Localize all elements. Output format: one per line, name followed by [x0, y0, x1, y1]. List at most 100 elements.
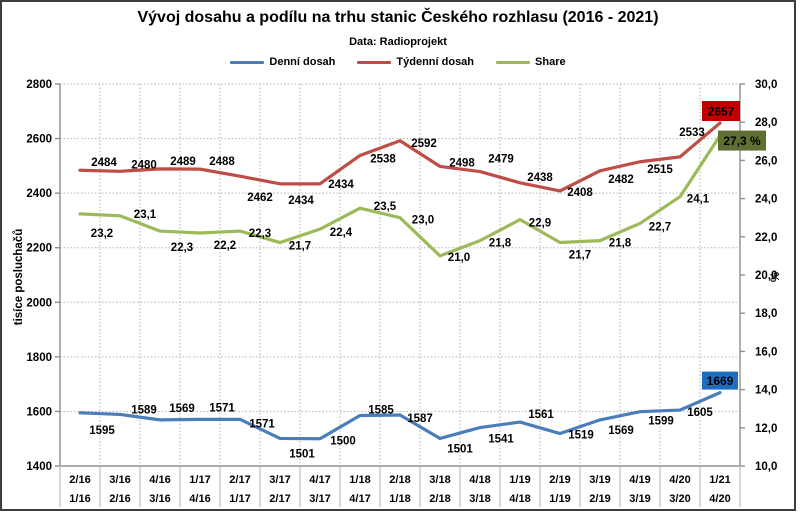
x-label-bottom: 3/17	[309, 493, 330, 505]
data-label-tydenni-dosah: 2592	[411, 138, 437, 150]
data-label-share: 21,7	[289, 241, 311, 253]
right-tick-label: 24,0	[755, 194, 777, 206]
x-label-bottom: 3/19	[629, 493, 650, 505]
data-label-denni-dosah: 1585	[368, 405, 394, 417]
data-label-tydenni-dosah: 2482	[608, 174, 634, 186]
data-label-denni-dosah: 1501	[447, 443, 473, 455]
right-tick-label: 22,0	[755, 232, 777, 244]
data-label-tydenni-dosah: 2479	[488, 154, 514, 166]
data-label-denni-dosah: 1569	[169, 403, 195, 415]
left-tick-label: 2600	[26, 134, 52, 146]
data-label-share: 22,3	[171, 242, 193, 254]
end-label-box-share	[718, 130, 766, 151]
right-axis-title: %	[770, 272, 782, 282]
data-label-tydenni-dosah: 2533	[679, 127, 705, 139]
x-label-top: 1/19	[509, 474, 530, 486]
data-label-denni-dosah: 1541	[488, 434, 514, 446]
data-label-share: 21,7	[569, 250, 591, 262]
data-label-denni-dosah: 1500	[330, 436, 356, 448]
data-label-tydenni-dosah: 2480	[131, 159, 157, 171]
data-label-tydenni-dosah: 2515	[647, 164, 673, 176]
x-label-top: 3/16	[109, 474, 130, 486]
right-tick-label: 12,0	[755, 423, 777, 435]
x-label-bottom: 1/17	[229, 493, 250, 505]
x-label-bottom: 4/16	[189, 493, 210, 505]
end-label-box-denni-dosah	[702, 371, 738, 390]
right-tick-label: 30,0	[755, 79, 777, 91]
data-label-denni-dosah: 1571	[209, 402, 235, 414]
data-label-denni-dosah: 1501	[289, 448, 315, 460]
data-label-share: 22,2	[214, 240, 236, 252]
data-label-tydenni-dosah: 2462	[247, 192, 273, 204]
left-tick-label: 2800	[26, 79, 52, 91]
data-label-share: 23,5	[374, 201, 397, 213]
right-tick-label: 28,0	[755, 117, 777, 129]
end-label-text-share: 27,3 %	[723, 134, 761, 148]
data-label-tydenni-dosah: 2408	[567, 187, 593, 199]
data-label-share: 21,8	[489, 238, 512, 250]
x-label-top: 4/20	[669, 474, 690, 486]
chart-title: Vývoj dosahu a podílu na trhu stanic Čes…	[137, 9, 659, 26]
x-label-top: 3/19	[589, 474, 610, 486]
legend-item-share: Share	[496, 56, 566, 68]
chart-subtitle: Data: Radioprojekt	[349, 36, 447, 48]
right-tick-label: 26,0	[755, 155, 777, 167]
data-label-tydenni-dosah: 2434	[328, 179, 354, 191]
x-label-bottom: 2/18	[429, 493, 450, 505]
x-label-top: 3/18	[429, 474, 450, 486]
x-label-top: 4/17	[309, 474, 330, 486]
data-label-share: 23,2	[91, 228, 113, 240]
legend-swatch-share	[496, 60, 531, 64]
x-label-bottom: 4/20	[709, 493, 730, 505]
data-label-tydenni-dosah: 2498	[449, 157, 475, 169]
legend-label-tydenni-dosah: Týdenní dosah	[396, 56, 475, 68]
legend-label-denni-dosah: Denní dosah	[269, 56, 336, 68]
series-line-denni-dosah	[78, 391, 722, 441]
series-line-tydenni-dosah	[78, 121, 722, 193]
left-tick-label: 1400	[26, 461, 52, 473]
data-label-share: 22,4	[330, 227, 353, 239]
end-label-box-tydenni-dosah	[702, 101, 740, 122]
x-label-top: 2/17	[229, 474, 250, 486]
data-label-denni-dosah: 1561	[528, 409, 554, 421]
data-label-share: 21,8	[609, 238, 632, 250]
data-label-share: 23,0	[412, 215, 434, 227]
data-label-tydenni-dosah: 2488	[209, 156, 235, 168]
x-label-bottom: 1/18	[389, 493, 410, 505]
data-label-tydenni-dosah: 2438	[527, 172, 553, 184]
x-label-bottom: 2/17	[269, 493, 290, 505]
x-label-top: 1/18	[349, 474, 370, 486]
data-label-denni-dosah: 1571	[249, 418, 275, 430]
end-label-text-tydenni-dosah: 2657	[708, 105, 735, 119]
left-tick-label: 2200	[26, 243, 52, 255]
legend-item-tydenni-dosah: Týdenní dosah	[357, 56, 474, 68]
right-tick-label: 18,0	[755, 308, 777, 320]
data-label-denni-dosah: 1589	[131, 404, 157, 416]
legend-label-share: Share	[535, 56, 566, 68]
right-tick-label: 10,0	[755, 461, 777, 473]
right-tick-label: 16,0	[755, 346, 777, 358]
data-label-tydenni-dosah: 2484	[91, 157, 117, 169]
data-label-share: 22,7	[649, 221, 671, 233]
data-label-share: 22,3	[249, 228, 271, 240]
left-tick-label: 1800	[26, 352, 52, 364]
data-label-denni-dosah: 1587	[407, 413, 433, 425]
x-label-bottom: 3/16	[149, 493, 170, 505]
series-line-share	[78, 133, 722, 258]
data-label-share: 23,1	[134, 209, 157, 221]
x-label-bottom: 2/19	[589, 493, 610, 505]
x-label-bottom: 4/18	[509, 493, 530, 505]
data-label-denni-dosah: 1605	[687, 407, 713, 419]
x-label-top: 2/16	[69, 474, 90, 486]
x-label-top: 3/17	[269, 474, 290, 486]
left-tick-label: 2000	[26, 297, 52, 309]
x-label-top: 4/16	[149, 474, 170, 486]
x-label-top: 4/18	[469, 474, 490, 486]
data-label-tydenni-dosah: 2434	[288, 195, 314, 207]
legend-item-denni-dosah: Denní dosah	[230, 56, 335, 68]
legend-swatch-denni-dosah	[230, 60, 265, 64]
data-label-denni-dosah: 1569	[608, 425, 634, 437]
data-label-denni-dosah: 1595	[89, 425, 115, 437]
